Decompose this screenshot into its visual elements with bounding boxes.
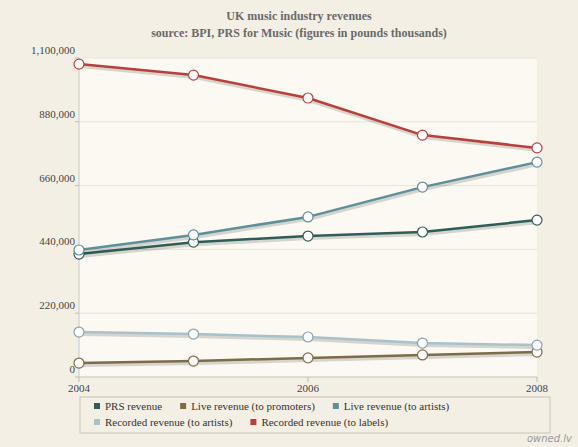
marker	[418, 130, 428, 140]
tick	[75, 185, 79, 186]
plot-area	[79, 58, 537, 377]
series-line	[79, 332, 537, 345]
tick	[75, 377, 79, 378]
marker	[303, 231, 313, 241]
series-line	[79, 64, 537, 148]
grid-line	[79, 58, 537, 59]
y-tick-label: 660,000	[39, 172, 75, 184]
marker	[74, 358, 84, 368]
legend-swatch	[333, 403, 339, 409]
background	[0, 0, 578, 447]
legend-swatch	[94, 403, 100, 409]
marker	[418, 182, 428, 192]
grid-line	[79, 377, 537, 378]
marker	[189, 230, 199, 240]
series-line	[79, 352, 537, 363]
grid-line	[79, 313, 537, 314]
subtitle: source: BPI, PRS for Music (figures in p…	[151, 26, 447, 40]
marker	[189, 356, 199, 366]
marker	[303, 353, 313, 363]
tick	[75, 121, 79, 122]
title: UK music industry revenues	[226, 9, 372, 23]
y-tick-label: 440,000	[39, 235, 75, 247]
marker	[74, 59, 84, 69]
marker	[418, 338, 428, 348]
tick	[75, 313, 79, 314]
marker	[303, 332, 313, 342]
x-tick-label: 2008	[526, 382, 549, 394]
grid-line	[79, 121, 537, 122]
marker	[189, 329, 199, 339]
y-tick-label: 1,100,000	[31, 44, 76, 56]
legend-swatch	[180, 403, 186, 409]
marker	[418, 227, 428, 237]
chart: UK music industry revenues source: BPI, P…	[0, 0, 578, 447]
marker	[532, 157, 542, 167]
tick	[75, 58, 79, 59]
marker	[532, 143, 542, 153]
marker	[532, 340, 542, 350]
x-tick-label: 2006	[297, 382, 320, 394]
legend	[80, 397, 550, 433]
x-tick-label: 2004	[68, 382, 91, 394]
plot-marks	[74, 59, 542, 368]
marker	[303, 93, 313, 103]
marker	[74, 245, 84, 255]
legend-label: PRS revenue	[105, 400, 162, 412]
series-line	[79, 220, 537, 254]
marker	[532, 215, 542, 225]
grid-line	[79, 185, 537, 186]
marker	[74, 327, 84, 337]
legend-label: Live revenue (to artists)	[344, 400, 450, 413]
marker	[303, 212, 313, 222]
legend-label: Recorded revenue (to labels)	[261, 416, 388, 429]
x-axis	[79, 377, 537, 378]
y-tick-label: 220,000	[39, 299, 75, 311]
line-shadow	[80, 66, 538, 150]
series-line	[79, 162, 537, 250]
marker	[418, 350, 428, 360]
legend-label: Live revenue (to promoters)	[191, 400, 315, 413]
marker	[189, 70, 199, 80]
legend-swatch	[250, 419, 256, 425]
legend-swatch	[94, 419, 100, 425]
legend-label: Recorded revenue (to artists)	[105, 416, 233, 429]
watermark: owned.lv	[527, 433, 573, 444]
y-tick-label: 880,000	[39, 108, 75, 120]
